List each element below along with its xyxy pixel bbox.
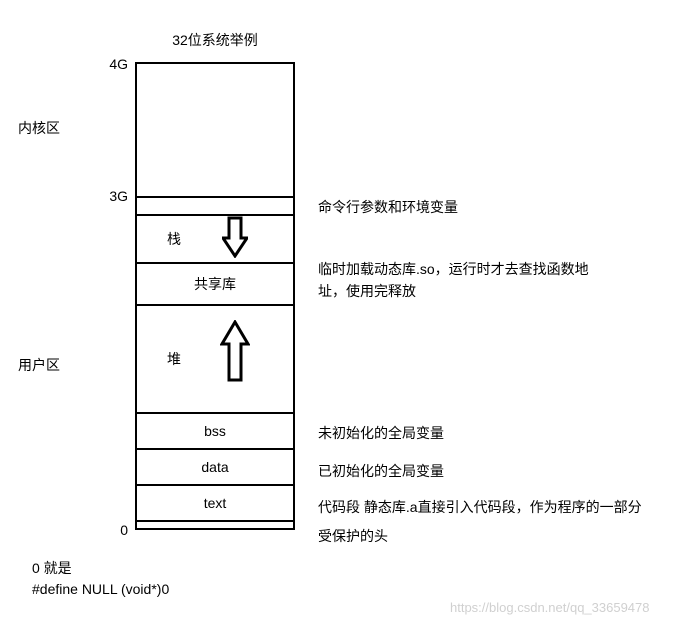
heap-arrow-up-icon	[220, 320, 250, 382]
annotation-head: 受保护的头	[318, 525, 658, 547]
footer-line1: 0 就是	[32, 558, 169, 579]
region-label-kernel: 内核区	[18, 118, 60, 138]
diagram-title: 32位系统举例	[135, 30, 295, 50]
watermark: https://blog.csdn.net/qq_33659478	[450, 600, 650, 615]
segment-data: data	[137, 448, 293, 484]
tick-4g: 4G	[100, 56, 128, 72]
region-label-user: 用户区	[18, 355, 60, 375]
tick-0: 0	[100, 522, 128, 538]
footer-line2: #define NULL (void*)0	[32, 579, 169, 600]
stack-arrow-down-icon	[222, 216, 248, 258]
footer-note: 0 就是 #define NULL (void*)0	[32, 558, 169, 600]
segment-label: 共享库	[194, 274, 236, 294]
segment-label: 栈	[167, 229, 181, 249]
annotation-text: 代码段 静态库.a直接引入代码段，作为程序的一部分	[318, 496, 678, 518]
segment-stack: 栈	[137, 214, 293, 262]
tick-3g: 3G	[100, 188, 128, 204]
segment-env	[137, 196, 293, 214]
segment-bss: bss	[137, 412, 293, 448]
segment-label: bss	[204, 423, 226, 439]
annotation-data: 已初始化的全局变量	[318, 460, 658, 482]
segment-head	[137, 520, 293, 532]
segment-label: text	[204, 495, 227, 511]
segment-label: 堆	[167, 349, 181, 369]
segment-text: text	[137, 484, 293, 520]
annotation-shared: 临时加载动态库.so，运行时才去查找函数地址，使用完释放	[318, 258, 598, 303]
segment-label: data	[201, 459, 228, 475]
annotation-bss: 未初始化的全局变量	[318, 422, 658, 444]
annotation-env: 命令行参数和环境变量	[318, 196, 658, 218]
segment-kernel	[137, 64, 293, 196]
segment-shared: 共享库	[137, 262, 293, 304]
memory-layout-diagram: 栈 共享库 堆 bss data text	[135, 62, 295, 530]
segment-heap: 堆	[137, 304, 293, 412]
